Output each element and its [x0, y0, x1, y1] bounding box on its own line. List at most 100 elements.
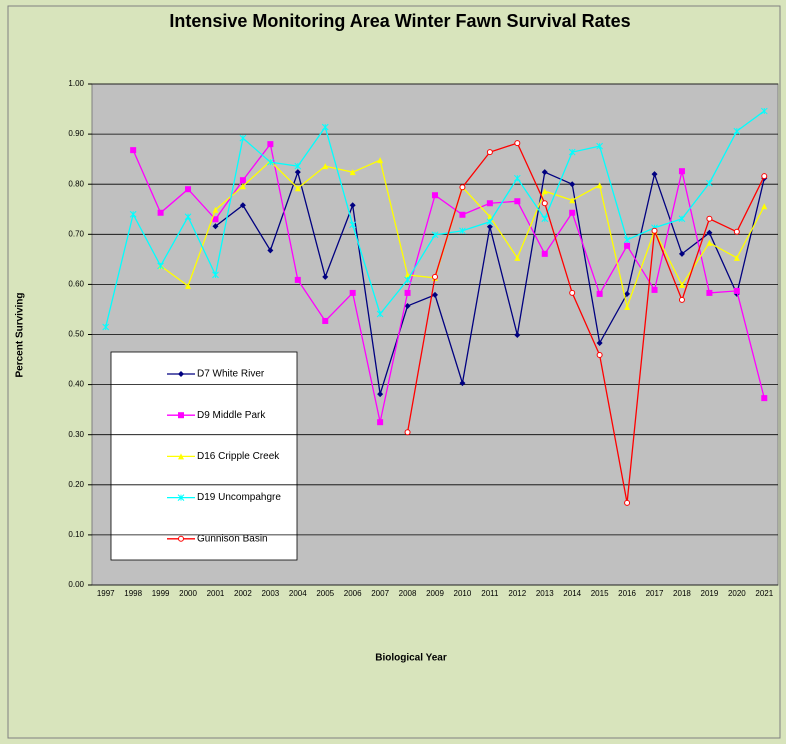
point — [376, 310, 384, 318]
y-tick-label: 0.60 — [68, 280, 84, 289]
y-tick-label: 0.30 — [68, 430, 84, 439]
legend-marker — [178, 412, 184, 419]
point — [678, 281, 685, 288]
point — [514, 198, 521, 205]
point — [212, 271, 219, 279]
x-tick-label: 2020 — [728, 589, 746, 598]
point — [596, 340, 603, 347]
x-tick-label: 2000 — [179, 589, 197, 598]
x-tick-label: 2013 — [536, 589, 554, 598]
x-tick-label: 2010 — [454, 589, 472, 598]
point — [212, 216, 219, 223]
point — [706, 179, 713, 187]
x-tick-label: 1998 — [124, 589, 142, 598]
point — [404, 289, 411, 296]
x-tick-label: 2021 — [755, 589, 773, 598]
series-line — [132, 142, 765, 423]
point — [541, 200, 548, 207]
point — [185, 186, 192, 193]
x-tick-label: 2016 — [618, 589, 636, 598]
y-tick-label: 0.00 — [68, 580, 84, 589]
chart-title: Intensive Monitoring Area Winter Fawn Su… — [169, 11, 630, 31]
chart-border — [7, 5, 781, 739]
y-tick-label: 0.10 — [68, 530, 84, 539]
x-tick-label: 2012 — [508, 589, 526, 598]
x-tick-label: 2008 — [399, 589, 417, 598]
point — [129, 210, 137, 218]
x-tick-label: 2015 — [591, 589, 609, 598]
point — [239, 177, 246, 184]
point — [486, 200, 493, 207]
point — [624, 499, 631, 506]
point — [349, 289, 356, 296]
legend-label: D7 White River — [197, 369, 265, 380]
point — [569, 181, 576, 188]
legend-marker — [178, 453, 184, 460]
point — [569, 209, 576, 216]
point — [761, 395, 768, 402]
point — [624, 303, 631, 310]
legend-label: Gunnison Basin — [197, 533, 268, 544]
point — [486, 223, 493, 230]
x-tick-label: 2011 — [481, 589, 499, 598]
point — [706, 215, 713, 222]
point — [130, 147, 137, 154]
point — [294, 276, 301, 283]
y-tick-label: 0.80 — [68, 179, 84, 188]
x-tick-label: 1999 — [152, 589, 170, 598]
point — [349, 221, 357, 229]
legend-marker — [178, 535, 184, 542]
point — [431, 231, 439, 239]
x-tick-label: 2019 — [701, 589, 719, 598]
point — [459, 380, 466, 387]
point — [541, 215, 549, 223]
x-tick-label: 2009 — [426, 589, 444, 598]
point — [404, 276, 411, 284]
point — [212, 223, 219, 230]
point — [459, 211, 466, 218]
point — [569, 197, 576, 204]
point — [294, 169, 301, 176]
point — [239, 134, 247, 142]
x-axis-label: Biological Year — [375, 653, 447, 664]
point — [157, 209, 164, 216]
legend-label: D16 Cripple Creek — [197, 451, 280, 462]
point — [514, 332, 521, 339]
point — [651, 227, 658, 234]
point — [651, 286, 658, 293]
point — [541, 188, 548, 195]
point — [294, 162, 302, 170]
point — [514, 140, 521, 147]
point — [733, 287, 740, 294]
point — [568, 148, 576, 156]
point — [651, 171, 658, 178]
y-tick-label: 0.50 — [68, 330, 84, 339]
legend-marker — [177, 494, 185, 501]
legend — [110, 351, 298, 561]
point — [432, 273, 438, 280]
legend-marker — [178, 371, 184, 377]
point — [706, 239, 713, 246]
point — [212, 206, 219, 213]
point — [678, 168, 685, 175]
point — [377, 391, 384, 398]
x-tick-label: 2002 — [234, 589, 252, 598]
y-tick-label: 0.20 — [68, 480, 84, 489]
point — [267, 247, 274, 254]
point — [733, 254, 740, 261]
point — [459, 227, 466, 235]
point — [432, 291, 438, 298]
point — [349, 202, 356, 209]
point — [733, 127, 741, 135]
point — [377, 419, 384, 426]
point — [267, 158, 274, 166]
point — [596, 182, 603, 189]
point — [239, 183, 246, 190]
point — [569, 289, 576, 296]
x-tick-label: 2006 — [344, 589, 362, 598]
y-tick-label: 0.40 — [68, 380, 84, 389]
point — [541, 250, 548, 257]
x-tick-label: 2003 — [261, 589, 279, 598]
point — [184, 213, 192, 221]
point — [432, 192, 438, 199]
